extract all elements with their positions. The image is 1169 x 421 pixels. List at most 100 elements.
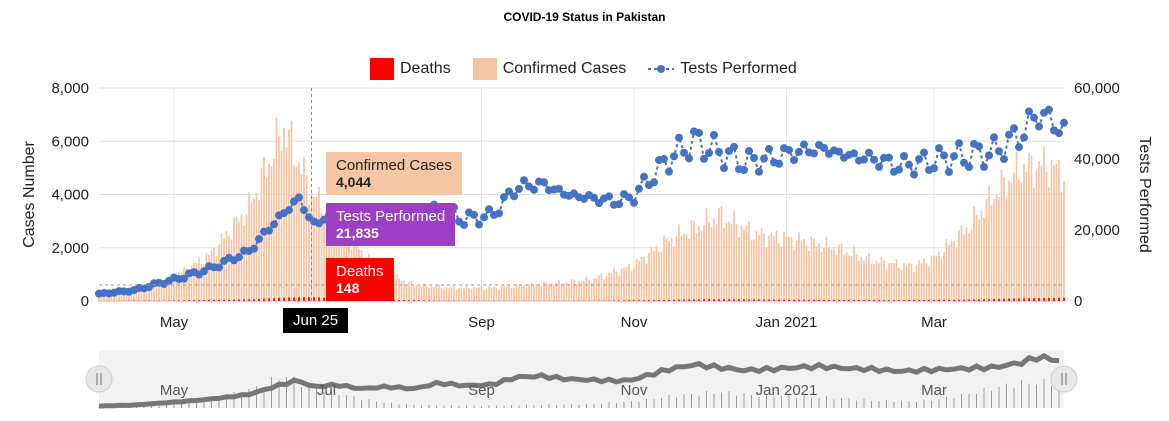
bar-confirmed (230, 239, 233, 301)
bar-confirmed (520, 285, 523, 301)
navigator-bar (556, 405, 557, 408)
bar-confirmed (775, 230, 778, 301)
bar-deaths (738, 299, 740, 301)
bar-confirmed (450, 286, 453, 301)
bar-confirmed (158, 281, 160, 301)
legend-item-confirmed[interactable]: Confirmed Cases (472, 58, 626, 80)
navigator-bar (316, 388, 317, 408)
tooltip-deaths: Deaths 148 (326, 258, 394, 301)
point-tests (250, 244, 258, 253)
bar-confirmed (208, 254, 210, 301)
navigator-bar (541, 405, 542, 408)
point-tests (1060, 118, 1068, 127)
navigator-bar (203, 401, 205, 408)
bar-confirmed (833, 248, 835, 301)
bar-confirmed (145, 287, 148, 301)
bar-deaths (973, 299, 975, 301)
bar-deaths (873, 300, 875, 301)
navigator-bar (151, 404, 152, 408)
bar-confirmed (453, 286, 455, 301)
bar-confirmed (983, 217, 985, 301)
pause-icon (1050, 365, 1078, 393)
bar-confirmed (228, 235, 230, 301)
point-tests (180, 274, 188, 283)
navigator-handle-right[interactable] (1050, 365, 1078, 393)
bar-confirmed (850, 256, 853, 301)
bar-deaths (313, 297, 315, 301)
bar-confirmed (333, 212, 335, 301)
bar-confirmed (180, 272, 183, 301)
bar-confirmed (930, 255, 933, 301)
bar-confirmed (1058, 159, 1060, 301)
bar-deaths (403, 300, 405, 301)
bar-confirmed (773, 236, 775, 301)
bar-deaths (1033, 298, 1035, 301)
point-tests (255, 234, 263, 243)
bar-confirmed (758, 235, 760, 301)
navigator-bar (766, 393, 767, 408)
navigator-bar (923, 399, 925, 408)
bar-deaths (778, 299, 780, 301)
point-tests (555, 184, 563, 193)
point-tests (630, 198, 638, 207)
point-tests (485, 205, 493, 214)
navigator-label: Sep (468, 382, 495, 399)
bar-confirmed (600, 273, 603, 301)
bar-confirmed (720, 206, 723, 301)
bar-deaths (278, 297, 280, 301)
navigator-bar (286, 377, 287, 408)
point-tests (810, 149, 818, 158)
navigator-bar (158, 404, 160, 408)
bar-deaths (893, 300, 895, 301)
tooltip-confirmed: Confirmed Cases 4,044 (326, 152, 462, 195)
point-tests (785, 145, 793, 154)
bar-confirmed (940, 258, 943, 301)
navigator-bar (623, 401, 625, 408)
navigator-bar (1058, 382, 1060, 408)
point-tests (480, 213, 488, 222)
bar-deaths (178, 300, 180, 301)
bar-confirmed (603, 279, 605, 301)
bar-confirmed (118, 293, 120, 301)
legend-item-deaths[interactable]: Deaths (370, 58, 451, 80)
navigator-bar (908, 401, 910, 408)
legend-item-tests[interactable]: Tests Performed (648, 58, 797, 80)
navigator-handle-left[interactable] (85, 365, 113, 393)
bar-confirmed (815, 246, 818, 301)
bar-confirmed (643, 256, 645, 301)
navigator-bar (833, 399, 835, 408)
bar-deaths (933, 299, 935, 301)
bar-confirmed (445, 287, 448, 301)
navigator-bar (98, 407, 100, 408)
bar-deaths (243, 299, 245, 301)
bar-deaths (173, 300, 175, 301)
bar-confirmed (133, 291, 135, 301)
bar-confirmed (165, 280, 168, 301)
bar-confirmed (623, 267, 625, 301)
bar-confirmed (963, 234, 965, 301)
bar-deaths (213, 299, 215, 301)
bar-confirmed (108, 294, 110, 301)
navigator-bar (901, 400, 902, 408)
navigator-bar (256, 386, 257, 408)
bar-confirmed (1063, 181, 1065, 301)
navigator-bar (1021, 379, 1022, 408)
bar-confirmed (995, 195, 998, 301)
bar-confirmed (590, 282, 593, 301)
bar-confirmed (763, 233, 765, 301)
bar-confirmed (625, 267, 628, 301)
bar-confirmed (313, 196, 315, 301)
point-tests (820, 143, 828, 152)
navigator-bar (293, 376, 295, 408)
bar-deaths (1038, 298, 1040, 301)
bar-confirmed (980, 210, 983, 301)
bar-confirmed (265, 177, 268, 301)
bar-confirmed (660, 252, 663, 301)
point-tests (615, 200, 623, 209)
bar-deaths (843, 300, 845, 301)
bar-confirmed (573, 279, 575, 301)
bar-deaths (298, 297, 300, 301)
bar-confirmed (513, 287, 515, 301)
navigator-bar (683, 394, 685, 408)
